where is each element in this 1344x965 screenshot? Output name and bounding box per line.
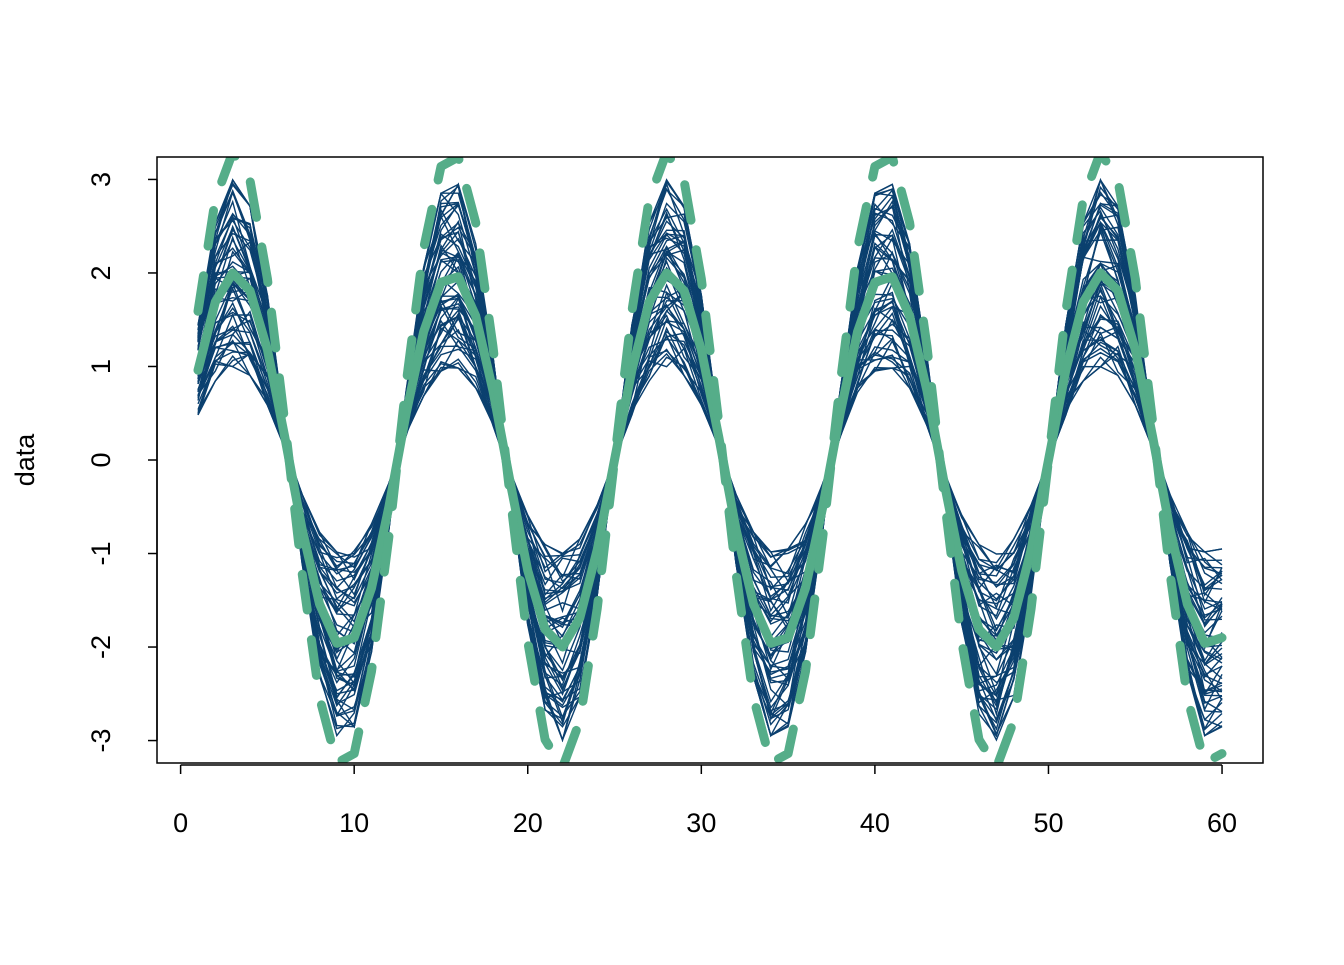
x-tick-label: 10 [339,808,369,838]
x-tick-label: 20 [513,808,543,838]
x-tick-label: 40 [860,808,890,838]
x-tick-label: 50 [1033,808,1063,838]
y-axis-label: data [10,433,40,487]
sample-curves [197,177,1223,743]
y-tick-label: 1 [86,359,116,374]
summary-lines [193,157,1227,763]
y-tick-label: 0 [86,452,116,467]
y-tick-label: -3 [86,729,116,753]
y-tick-label: 2 [86,265,116,280]
mean-line [193,268,1227,652]
sample-curve-56 [197,178,1223,738]
x-tick-label: 60 [1207,808,1237,838]
y-axis: -3 -2 -1 0 1 2 3 [86,172,158,753]
y-tick-label: -1 [86,542,116,566]
x-axis: 0 10 20 30 40 50 60 [173,764,1237,838]
y-tick-label: 3 [86,172,116,187]
y-tick-label: -2 [86,635,116,659]
x-tick-label: 0 [173,808,188,838]
band-line [193,157,1227,763]
x-tick-label: 30 [686,808,716,838]
